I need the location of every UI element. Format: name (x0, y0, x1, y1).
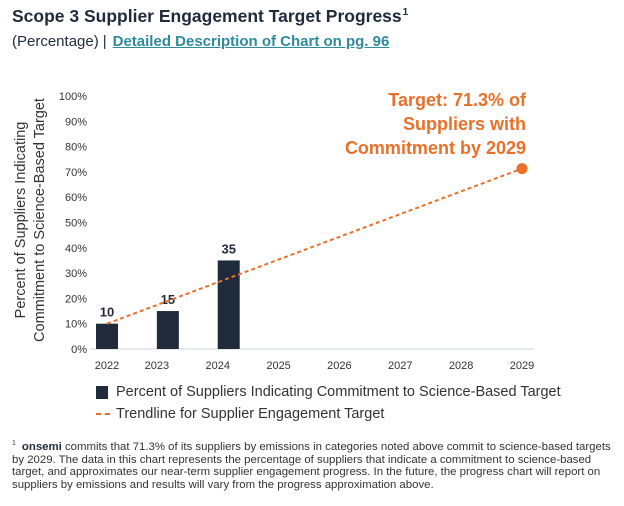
separator: | (102, 33, 107, 50)
data-label-2023: 15 (161, 292, 175, 307)
y-tick-label: 70% (65, 167, 87, 179)
y-tick-label: 0% (71, 344, 87, 356)
y-tick-label: 60% (65, 192, 87, 204)
chart: Percent of Suppliers Indicating Commitmen… (13, 90, 534, 372)
chart-title: Scope 3 Supplier Engagement Target Progr… (12, 6, 408, 27)
title-footnote-marker: 1 (402, 7, 409, 18)
y-tick-label: 80% (65, 142, 87, 154)
chart-description-link[interactable]: Detailed Description of Chart on pg. 96 (112, 33, 390, 50)
target-point (516, 163, 528, 175)
y-axis-label-line-1: Percent of Suppliers Indicating (13, 122, 29, 319)
legend-item-line: Trendline for Supplier Engagement Target (96, 403, 561, 425)
footnote-text: commits that 71.3% of its suppliers by e… (12, 441, 611, 491)
x-tick-label: 2028 (449, 360, 473, 372)
y-axis-label: Percent of Suppliers Indicating Commitmen… (13, 98, 48, 342)
y-tick-label: 90% (65, 116, 87, 128)
y-tick-label: 40% (65, 243, 87, 255)
trendline-line (106, 167, 523, 325)
x-tick-label: 2025 (266, 360, 290, 372)
data-label-2024: 35 (221, 241, 235, 256)
y-tick-label: 20% (65, 293, 87, 305)
y-tick-label: 10% (65, 319, 87, 331)
bar-2023 (156, 311, 179, 349)
bar-2024 (217, 260, 240, 349)
target-annotation-line-2: Suppliers with (403, 114, 526, 134)
target-annotation-line-3: Commitment by 2029 (345, 138, 526, 158)
data-label-2022: 10 (100, 305, 114, 320)
x-tick-label: 2029 (510, 360, 534, 372)
legend-line-swatch (96, 413, 110, 415)
legend-line-label: Trendline for Supplier Engagement Target (116, 406, 385, 422)
footnote: 1 onsemi commits that 71.3% of its suppli… (12, 438, 616, 491)
chart-title-text: Scope 3 Supplier Engagement Target Progr… (12, 6, 402, 26)
y-tick-label: 30% (65, 268, 87, 280)
units-label: (Percentage) (12, 33, 99, 50)
footnote-marker: 1 (12, 440, 16, 447)
legend-bar-swatch (96, 385, 108, 399)
bars: 10 15 35 (96, 241, 240, 349)
legend-bar-label: Percent of Suppliers Indicating Commitme… (116, 384, 561, 400)
x-tick-label: 2023 (145, 360, 169, 372)
legend: Percent of Suppliers Indicating Commitme… (96, 381, 561, 425)
y-tick-label: 100% (59, 91, 87, 103)
legend-item-bar: Percent of Suppliers Indicating Commitme… (96, 381, 561, 403)
bar-2022 (96, 323, 118, 349)
target-annotation: Target: 71.3% of Suppliers with Commitment… (345, 90, 527, 158)
x-tick-label: 2027 (388, 360, 412, 372)
subtitle-row: (Percentage) | Detailed Description of Cha… (12, 33, 389, 50)
footnote-company: onsemi (21, 441, 62, 453)
x-axis: 2022 2023 2024 2025 2026 2027 2028 2029 (90, 348, 534, 372)
y-tick-label: 50% (65, 218, 87, 230)
y-axis-ticks: 0% 10% 20% 30% 40% 50% 60% 70% 80% 90% 100% (59, 91, 87, 356)
y-axis-label-line-2: Commitment to Science-Based Target (32, 98, 48, 342)
trendline (106, 163, 528, 325)
x-tick-label: 2024 (205, 360, 229, 372)
x-tick-label: 2022 (95, 360, 119, 372)
target-annotation-line-1: Target: 71.3% of (388, 90, 527, 110)
x-tick-label: 2026 (327, 360, 351, 372)
